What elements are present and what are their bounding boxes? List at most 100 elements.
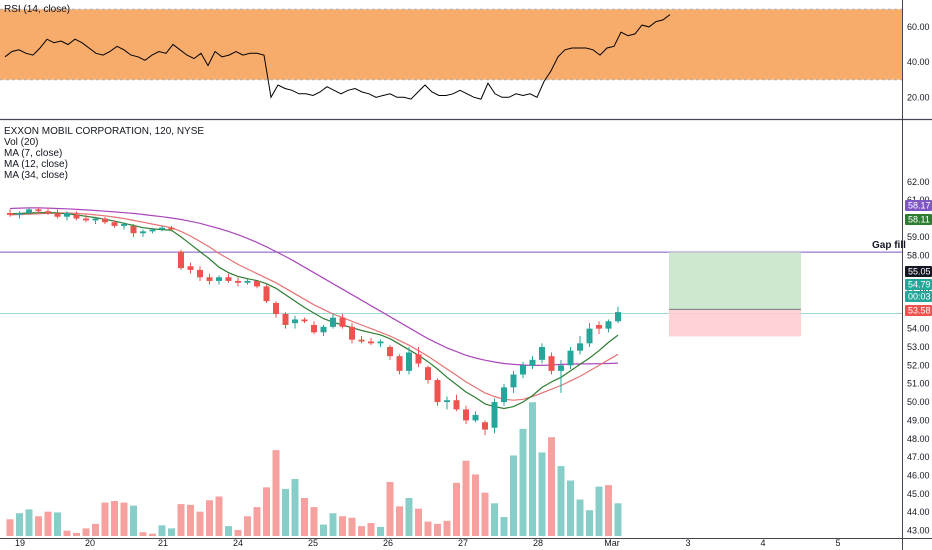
candle-body [415, 354, 422, 364]
candle-body [159, 227, 165, 230]
volume-bar [44, 511, 52, 536]
candle-body [472, 414, 479, 421]
candle-body [216, 277, 222, 281]
candle-body [54, 213, 61, 217]
candle-body [254, 280, 260, 287]
volume-bar [253, 507, 261, 536]
volume-bar [291, 479, 299, 536]
rsi-line [4, 14, 671, 100]
candle-body [358, 339, 365, 342]
price-tick-label: 62.00 [907, 177, 930, 187]
price-tick-label: 44.00 [907, 507, 930, 517]
price-badge-label: 58.17 [908, 201, 931, 211]
candle-body [453, 400, 460, 410]
volume-bar [196, 511, 204, 536]
time-tick-label: 28 [533, 538, 543, 548]
price-tick-label: 53.00 [907, 342, 930, 352]
candle-body [168, 227, 175, 230]
candle-body [425, 367, 431, 381]
time-tick-label: 4 [760, 538, 765, 548]
rsi-tick-label: 40.00 [907, 57, 930, 67]
volume-bar [415, 508, 422, 536]
candle-body [368, 341, 374, 344]
candle-body [444, 400, 450, 403]
rsi-tick-label: 20.00 [907, 92, 930, 102]
volume-bar [73, 532, 80, 536]
candle-body [130, 225, 137, 234]
volume-bar [567, 480, 574, 536]
price-badge [905, 305, 932, 316]
price-badge [905, 266, 932, 277]
volume-bar [557, 466, 565, 536]
candle-body [244, 280, 251, 283]
volume-bar [158, 525, 166, 536]
price-tick-label: 54.00 [907, 324, 930, 334]
volume-bar [500, 517, 508, 536]
main-legend: EXXON MOBIL CORPORATION, 120, NYSE Vol (… [4, 126, 204, 181]
price-tick-label: 58.00 [907, 250, 930, 260]
price-badge-label: 00:03 [908, 292, 931, 302]
candle-body [73, 214, 80, 219]
candle-body [263, 286, 270, 302]
rsi-tick-label: 60.00 [907, 22, 930, 32]
volume-bar [25, 509, 33, 536]
volume-bar [101, 502, 109, 536]
volume-bar [6, 519, 14, 536]
candle-body [491, 402, 498, 428]
time-tick-label: 21 [158, 538, 168, 548]
volume-bar [434, 523, 441, 536]
volume-bar [358, 526, 365, 536]
candle-body [463, 409, 469, 421]
price-tick-label: 50.00 [907, 397, 930, 407]
candle-body [577, 343, 583, 351]
time-tick-label: 25 [308, 538, 318, 548]
volume-bar [348, 517, 356, 536]
volume-bar [35, 516, 42, 536]
volume-bar [481, 492, 489, 536]
volume-bar [548, 437, 555, 536]
volume-bar [301, 498, 308, 536]
volume-bar [215, 496, 223, 536]
price-tick-label: 47.00 [907, 452, 930, 462]
volume-bar [377, 526, 384, 536]
volume-bar [510, 455, 517, 536]
candle-body [567, 350, 574, 366]
target-zone [669, 252, 801, 310]
price-tick-label: 48.00 [907, 434, 930, 444]
volume-bar [168, 528, 175, 536]
volume-bar [605, 485, 612, 536]
ma7-legend-label: MA (7, close) [4, 148, 63, 159]
volume-bar [130, 505, 137, 536]
candle-body [45, 211, 51, 214]
candle-body [187, 266, 194, 270]
price-badge [905, 291, 932, 302]
candle-body [406, 352, 412, 371]
candle-body [339, 317, 346, 327]
candle-body [605, 321, 612, 329]
ma34-line [9, 207, 619, 366]
volume-bar [538, 452, 546, 536]
candle-body [434, 380, 441, 403]
candle-body [615, 312, 621, 322]
price-badge-label: 55.05 [908, 267, 931, 277]
time-tick-label: 24 [233, 538, 243, 548]
candle-body [140, 231, 146, 234]
volume-bar [225, 526, 232, 536]
candle-body [7, 213, 13, 215]
price-tick-label: 43.00 [907, 526, 930, 536]
volume-bar [367, 523, 375, 536]
volume-bar [120, 502, 128, 536]
candle-body [92, 218, 99, 221]
volume-bar [16, 513, 23, 536]
volume-bar [139, 532, 147, 536]
candle-body [396, 356, 403, 371]
volume-bar [111, 501, 118, 536]
volume-bar [187, 504, 194, 536]
volume-bar [272, 450, 280, 536]
price-badge-label: 53.58 [908, 306, 931, 316]
volume-bar [443, 520, 451, 536]
candle-body [586, 328, 593, 344]
candle-body [520, 365, 526, 375]
